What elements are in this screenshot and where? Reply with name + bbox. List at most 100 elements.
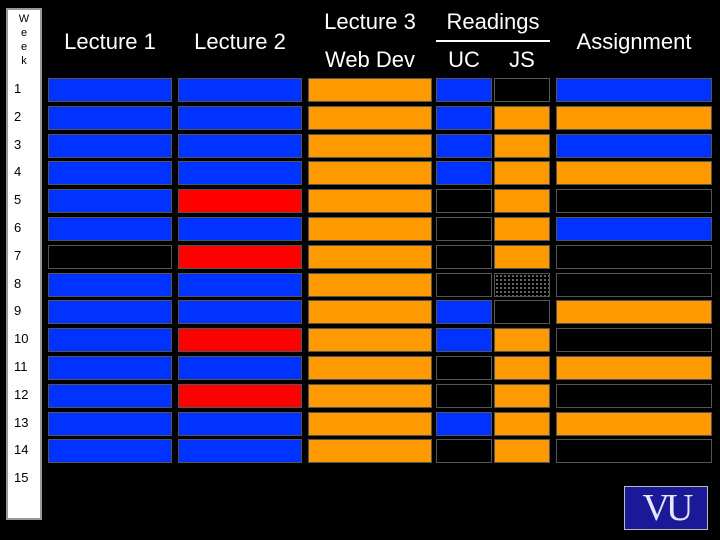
cell-lecture3-week-9: [308, 300, 432, 325]
week-number: 3: [14, 136, 22, 152]
week-letter: e: [20, 41, 28, 53]
cell-lecture2-week-12: [178, 383, 302, 408]
week-number: 5: [14, 192, 22, 208]
cell-assignment-week-1: [556, 78, 712, 102]
cell-lecture1-week-9: [48, 300, 172, 325]
cell-assignment-week-3: [556, 133, 712, 158]
cell-lecture3-week-13: [308, 411, 432, 436]
lecture2-header: Lecture 2: [194, 29, 286, 54]
week-number: 10: [14, 331, 29, 347]
cell-lecture3-week-7: [308, 244, 432, 269]
cell-lecture2-week-3: [178, 133, 302, 158]
cell-assignment-week-12: [556, 383, 712, 408]
cell-uc-week-2: [436, 105, 492, 130]
cell-uc-week-7: [436, 244, 492, 269]
cell-uc-week-4: [436, 161, 492, 186]
cell-lecture2-week-9: [178, 300, 302, 325]
week-number: 14: [14, 442, 29, 458]
cell-lecture3-week-3: [308, 133, 432, 158]
cell-uc-week-3: [436, 133, 492, 158]
cell-uc-week-14: [436, 439, 492, 464]
cell-assignment-week-10: [556, 328, 712, 353]
week-number: 15: [14, 470, 29, 486]
cell-lecture2-week-10: [178, 328, 302, 353]
cell-lecture1-week-14: [48, 439, 172, 464]
cell-js-week-3: [494, 133, 550, 158]
cell-lecture1-week-7: [48, 244, 172, 269]
readings-js-header: JS: [509, 47, 535, 72]
cell-assignment-week-5: [556, 189, 712, 214]
week-number: 1: [14, 81, 22, 96]
cell-lecture2-week-13: [178, 411, 302, 436]
cell-lecture1-week-1: [48, 78, 172, 102]
week-letter: k: [21, 55, 27, 67]
cell-lecture3-week-4: [308, 161, 432, 186]
cell-lecture2-week-2: [178, 105, 302, 130]
week-number: 12: [14, 386, 29, 402]
cell-lecture2-week-5: [178, 189, 302, 214]
cell-js-week-7: [494, 244, 550, 269]
cell-uc-week-13: [436, 411, 492, 436]
cell-assignment-week-6: [556, 217, 712, 241]
week-column: [6, 8, 42, 520]
cell-uc-week-6: [436, 217, 492, 241]
cell-lecture2-week-8: [178, 272, 302, 297]
cell-js-week-9: [494, 300, 550, 325]
week-number: 2: [14, 108, 22, 124]
cell-lecture2-week-4: [178, 161, 302, 186]
week-letter: W: [18, 13, 30, 25]
cell-lecture1-week-6: [48, 217, 172, 241]
week-number: 7: [14, 247, 22, 263]
cell-assignment-week-8: [556, 272, 712, 297]
cell-js-week-13: [494, 411, 550, 436]
week-number: 11: [14, 359, 28, 374]
week-number: 4: [14, 164, 22, 180]
cell-uc-week-9: [436, 300, 492, 325]
cell-uc-week-8: [436, 272, 492, 297]
readings-uc-header: UC: [448, 47, 480, 72]
cell-lecture1-week-8: [48, 272, 172, 297]
lecture3-subheader: Web Dev: [324, 47, 416, 72]
cell-assignment-week-14: [556, 439, 712, 464]
cell-assignment-week-11: [556, 356, 712, 380]
cell-lecture1-week-4: [48, 161, 172, 186]
week-number: 8: [14, 275, 22, 291]
cell-assignment-week-2: [556, 105, 712, 130]
cell-lecture1-week-2: [48, 105, 172, 130]
lecture1-header: Lecture 1: [64, 29, 156, 54]
readings-underline: [436, 40, 550, 42]
cell-js-week-12: [494, 383, 550, 408]
readings-header: Readings: [446, 9, 540, 34]
cell-js-week-4: [494, 161, 550, 186]
cell-js-week-8: [494, 272, 550, 297]
cell-js-week-1: [494, 78, 550, 102]
cell-assignment-week-13: [556, 411, 712, 436]
cell-js-week-6: [494, 217, 550, 241]
week-letter: e: [20, 27, 28, 39]
cell-lecture3-week-8: [308, 272, 432, 297]
cell-lecture3-week-2: [308, 105, 432, 130]
week-number: 6: [14, 220, 22, 235]
cell-lecture3-week-12: [308, 383, 432, 408]
cell-assignment-week-4: [556, 161, 712, 186]
cell-lecture1-week-3: [48, 133, 172, 158]
week-number: 9: [14, 303, 22, 319]
cell-lecture2-week-14: [178, 439, 302, 464]
cell-js-week-11: [494, 356, 550, 380]
cell-lecture3-week-6: [308, 217, 432, 241]
cell-uc-week-10: [436, 328, 492, 353]
cell-lecture1-week-13: [48, 411, 172, 436]
cell-uc-week-1: [436, 78, 492, 102]
cell-js-week-14: [494, 439, 550, 464]
cell-lecture1-week-10: [48, 328, 172, 353]
lecture3-header: Lecture 3: [324, 9, 416, 34]
cell-assignment-week-9: [556, 300, 712, 325]
cell-lecture3-week-10: [308, 328, 432, 353]
cell-lecture3-week-1: [308, 78, 432, 102]
cell-lecture2-week-11: [178, 356, 302, 380]
cell-uc-week-5: [436, 189, 492, 214]
cell-lecture1-week-12: [48, 383, 172, 408]
vu-logo: VU: [624, 486, 708, 530]
cell-lecture2-week-7: [178, 244, 302, 269]
cell-lecture2-week-6: [178, 217, 302, 241]
